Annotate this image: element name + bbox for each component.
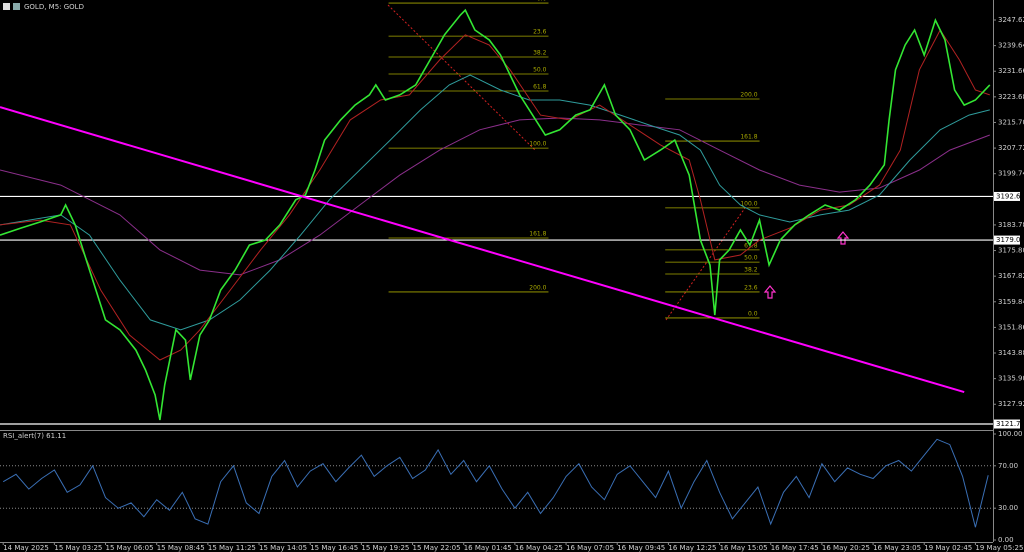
price-level-box <box>994 235 1020 245</box>
chart-title: GOLD, M5: GOLD <box>24 3 84 11</box>
fib-anchor <box>387 4 536 151</box>
fib-label: 161.8 <box>529 231 546 238</box>
x-tick-label: 19 May 05:25 <box>975 544 1023 552</box>
x-tick-label: 16 May 15:05 <box>720 544 768 552</box>
y-tick-label: 3143.88 <box>998 349 1024 357</box>
series-line <box>2 438 989 528</box>
fib-label: 200.0 <box>740 92 757 99</box>
series-line <box>0 29 990 361</box>
y-tick-label: 70.00 <box>998 462 1018 470</box>
y-tick-label: 3231.66 <box>998 67 1024 75</box>
indicator-title: RSI_alert(7) 61.11 <box>3 432 66 440</box>
fib-anchor <box>665 207 746 321</box>
price-level-box <box>994 191 1020 201</box>
fib-label: 38.2 <box>744 266 758 273</box>
y-tick-label: 3175.80 <box>998 247 1024 255</box>
fib-label: 61.8 <box>533 84 547 91</box>
x-tick-label: 15 May 03:25 <box>54 544 102 552</box>
y-tick-label: 3159.84 <box>998 298 1024 306</box>
x-tick-label: 16 May 17:45 <box>771 544 819 552</box>
x-tick-label: 15 May 06:05 <box>106 544 154 552</box>
x-tick-label: 16 May 04:25 <box>515 544 563 552</box>
y-tick-label: 3199.74 <box>998 170 1024 178</box>
fib-label: 50.0 <box>744 255 758 262</box>
fib-label: 23.6 <box>744 284 758 291</box>
price-level-box <box>994 419 1020 429</box>
fib-label: 161.8 <box>740 134 757 141</box>
x-tick-label: 15 May 11:25 <box>208 544 256 552</box>
x-tick-label: 15 May 19:25 <box>361 544 409 552</box>
price-level-label: 3192.65 <box>996 192 1024 200</box>
x-tick-label: 19 May 02:45 <box>924 544 972 552</box>
fib-label: 100.0 <box>740 200 757 207</box>
x-tick-label: 15 May 16:45 <box>310 544 358 552</box>
y-tick-label: 3207.72 <box>998 144 1024 152</box>
series-line <box>0 106 965 394</box>
price-level-label: 3121.76 <box>996 420 1024 428</box>
y-tick-label: 3135.90 <box>998 375 1024 383</box>
x-tick-label: 16 May 23:05 <box>873 544 921 552</box>
x-tick-label: 14 May 2025 <box>3 544 49 552</box>
x-tick-label: 16 May 09:45 <box>617 544 665 552</box>
y-tick-label: 3215.70 <box>998 118 1024 126</box>
y-tick-label: 3239.64 <box>998 42 1024 50</box>
y-tick-label: 3167.82 <box>998 272 1024 280</box>
fib-label: 61.8 <box>744 242 758 249</box>
fib-label: 50.0 <box>533 66 547 73</box>
y-tick-label: 3183.78 <box>998 221 1024 229</box>
x-tick-label: 15 May 08:45 <box>157 544 205 552</box>
y-tick-label: 3247.62 <box>998 16 1024 24</box>
series-line <box>0 117 990 276</box>
y-tick-label: 3223.68 <box>998 93 1024 101</box>
x-tick-label: 16 May 12:25 <box>668 544 716 552</box>
x-tick-label: 16 May 01:45 <box>464 544 512 552</box>
fib-label: 0.0 <box>748 310 758 317</box>
fib-label: 38.2 <box>533 49 547 56</box>
x-tick-label: 16 May 20:25 <box>822 544 870 552</box>
x-tick-label: 16 May 07:05 <box>566 544 614 552</box>
fib-label: 23.6 <box>533 29 547 36</box>
price-level-label: 3179.06 <box>996 236 1024 244</box>
signal-arrow <box>836 231 850 245</box>
y-tick-label: 3151.86 <box>998 323 1024 331</box>
series-line <box>0 8 991 421</box>
y-tick-label: 100.00 <box>998 430 1023 438</box>
fib-label: 100.0 <box>529 141 546 148</box>
fib-label: 0.0 <box>537 0 547 3</box>
y-tick-label: 30.00 <box>998 504 1018 512</box>
chart-icon <box>3 3 10 10</box>
x-tick-label: 15 May 22:05 <box>413 544 461 552</box>
series-line <box>0 74 990 331</box>
fib-label: 200.0 <box>529 284 546 291</box>
y-tick-label: 3127.92 <box>998 400 1024 408</box>
signal-arrow <box>763 285 777 299</box>
chart-icon <box>13 3 20 10</box>
y-tick-label: 0.00 <box>998 536 1014 544</box>
x-tick-label: 15 May 14:05 <box>259 544 307 552</box>
